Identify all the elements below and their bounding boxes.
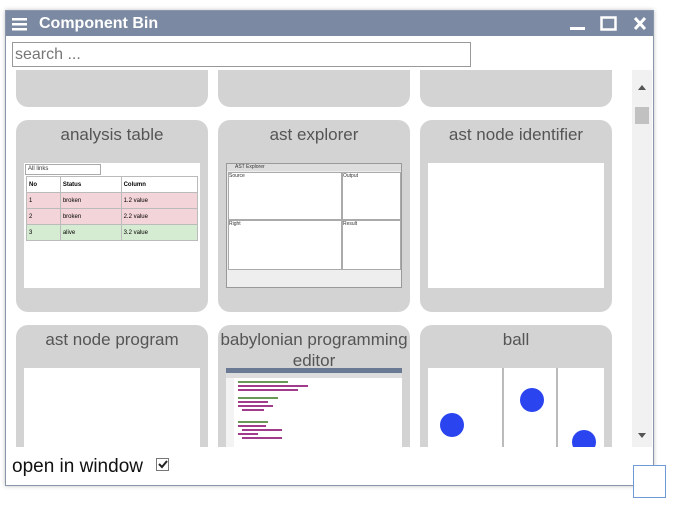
table-cell: 1 [26, 192, 61, 209]
card-title: ast explorer [269, 125, 359, 144]
footer: open in window [12, 456, 170, 478]
card-title: ball [502, 330, 530, 349]
table-row: 2 broken 2.2 value [26, 208, 199, 225]
card[interactable]: ball [420, 325, 612, 447]
card[interactable]: ast node identifier [420, 120, 612, 312]
card[interactable] [420, 70, 612, 107]
scrollbar[interactable] [632, 70, 652, 447]
card[interactable] [16, 70, 208, 107]
thumbnail: AST Explorer Source Output Right Result [226, 163, 402, 288]
pane-label: Right [229, 221, 241, 227]
table: No Status Column 1 broken 1.2 value 2 broken 2.2… [26, 176, 199, 241]
table-cell: 3.2 value [120, 224, 199, 241]
window-controls [570, 16, 647, 31]
window-title: Component Bin [39, 15, 159, 32]
close[interactable] [633, 16, 647, 31]
checkbox[interactable] [156, 458, 170, 472]
resize-handle[interactable] [633, 465, 666, 498]
table-row: 1 broken 1.2 value [26, 192, 199, 209]
table-cell: Column [120, 176, 199, 193]
table-cell: broken [59, 192, 122, 209]
thumbnail: All links No Status Column 1 broken 1.2 value… [24, 163, 200, 288]
table-cell: 1.2 value [120, 192, 199, 209]
thumbnail [428, 163, 604, 288]
card[interactable]: babylonian programming editor [218, 325, 410, 447]
component-list: analysis table All links No Status Column 1… [12, 70, 632, 447]
maximize[interactable] [600, 16, 617, 31]
thumbnail [24, 368, 200, 447]
card[interactable]: analysis table All links No Status Column 1… [16, 120, 208, 312]
thumbnail [226, 368, 402, 447]
card-title: ast node identifier [448, 125, 584, 144]
footer-label: open in window [12, 456, 143, 477]
table-cell: alive [59, 224, 122, 241]
menu-icon[interactable] [12, 17, 28, 31]
search-input[interactable] [12, 42, 471, 67]
minimize[interactable] [570, 27, 585, 30]
table-cell: 2.2 value [120, 208, 199, 225]
code-preview [226, 368, 402, 447]
table-cell: 2 [26, 208, 61, 225]
card[interactable]: ast node program [16, 325, 208, 447]
table-cell: Status [59, 176, 122, 193]
ball-preview [440, 368, 596, 447]
card[interactable]: ast explorer AST Explorer Source Output … [218, 120, 410, 312]
title-bar: Component Bin [6, 11, 653, 36]
pane-label: Output [343, 173, 359, 179]
table-cell: No [26, 176, 61, 193]
card-title: analysis table [60, 125, 164, 144]
table-row: No Status Column [26, 176, 199, 193]
card-title: ast node program [45, 330, 179, 349]
thumb-title: AST Explorer [227, 164, 401, 171]
table-row: 3 alive 3.2 value [26, 224, 199, 241]
filter-select: All links [25, 164, 101, 175]
card[interactable] [218, 70, 410, 107]
window: Component Bin analysis table All links N… [5, 10, 654, 486]
table-cell: 3 [26, 224, 61, 241]
card-title: babylonian programming editor [220, 330, 408, 370]
pane-label: Source [229, 173, 245, 179]
thumbnail [428, 368, 604, 447]
table-cell: broken [59, 208, 122, 225]
pane-label: Result [343, 221, 358, 227]
